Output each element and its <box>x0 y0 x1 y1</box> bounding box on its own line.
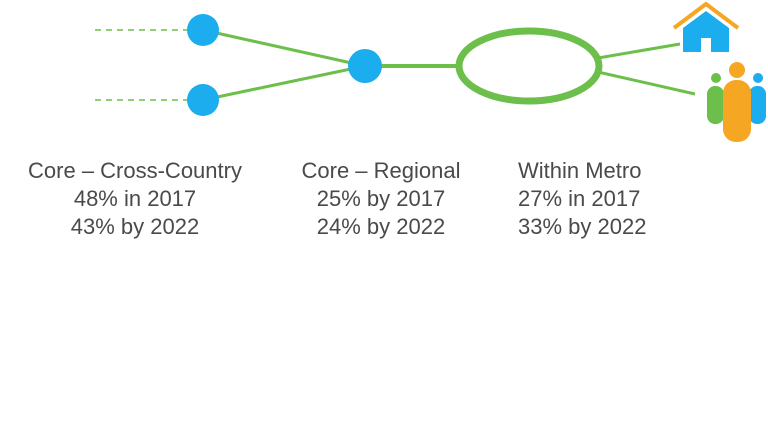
segment-title: Within Metro <box>518 158 641 183</box>
house-icon <box>672 1 740 52</box>
link <box>202 28 366 68</box>
segment-title: Core – Regional <box>302 158 461 183</box>
link <box>202 64 366 102</box>
segment-stat: 25% by 2017 <box>317 186 445 211</box>
link <box>597 70 696 96</box>
segment: Core – Regional 25% by 2017 24% by 2022 <box>302 158 461 239</box>
segment-stat: 27% in 2017 <box>518 186 640 211</box>
segment-stat: 48% in 2017 <box>74 186 196 211</box>
segment-title: Core – Cross-Country <box>28 158 242 183</box>
node <box>187 14 219 46</box>
segment: Within Metro 27% in 2017 33% by 2022 <box>518 158 646 239</box>
node <box>348 49 382 83</box>
segment: Core – Cross-Country 48% in 2017 43% by … <box>28 158 242 239</box>
segment-stat: 43% by 2022 <box>71 214 199 239</box>
node <box>187 84 219 116</box>
segment-stat: 33% by 2022 <box>518 214 646 239</box>
segment-stat: 24% by 2022 <box>317 214 445 239</box>
link <box>597 42 681 60</box>
people-icon <box>707 62 766 142</box>
metro-ring <box>455 27 603 105</box>
